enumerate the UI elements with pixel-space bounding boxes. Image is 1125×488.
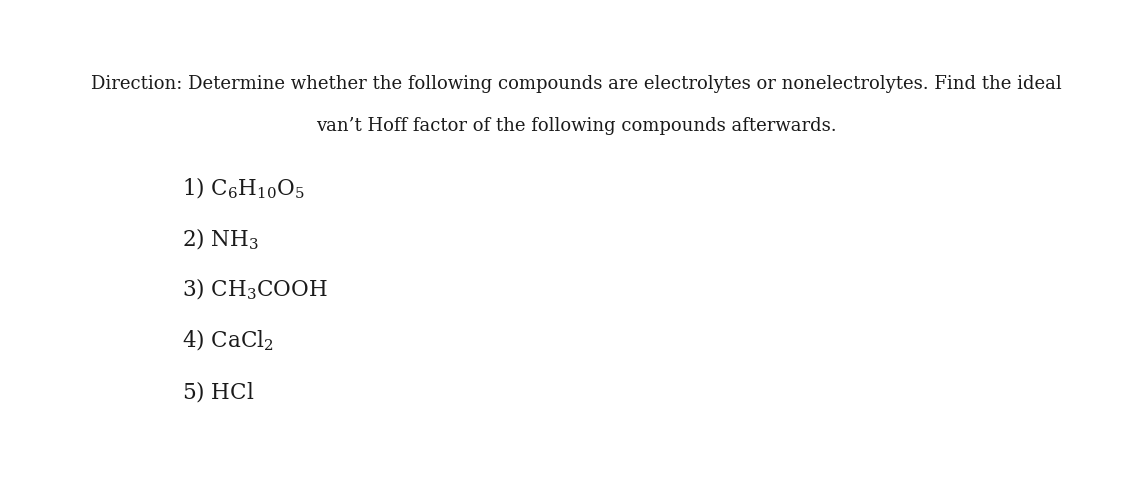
- Text: 2) $\mathregular{NH_3}$: 2) $\mathregular{NH_3}$: [182, 226, 260, 251]
- Text: 5) $\mathregular{HCl}$: 5) $\mathregular{HCl}$: [182, 379, 255, 404]
- Text: 3) $\mathregular{CH_3COOH}$: 3) $\mathregular{CH_3COOH}$: [182, 277, 328, 302]
- Text: 4) $\mathregular{CaCl_2}$: 4) $\mathregular{CaCl_2}$: [182, 328, 274, 353]
- Text: van’t Hoff factor of the following compounds afterwards.: van’t Hoff factor of the following compo…: [316, 117, 837, 135]
- Text: Direction: Determine whether the following compounds are electrolytes or nonelec: Direction: Determine whether the followi…: [91, 76, 1062, 94]
- Text: 1) $\mathregular{C_6H_{10}O_5}$: 1) $\mathregular{C_6H_{10}O_5}$: [182, 176, 305, 201]
